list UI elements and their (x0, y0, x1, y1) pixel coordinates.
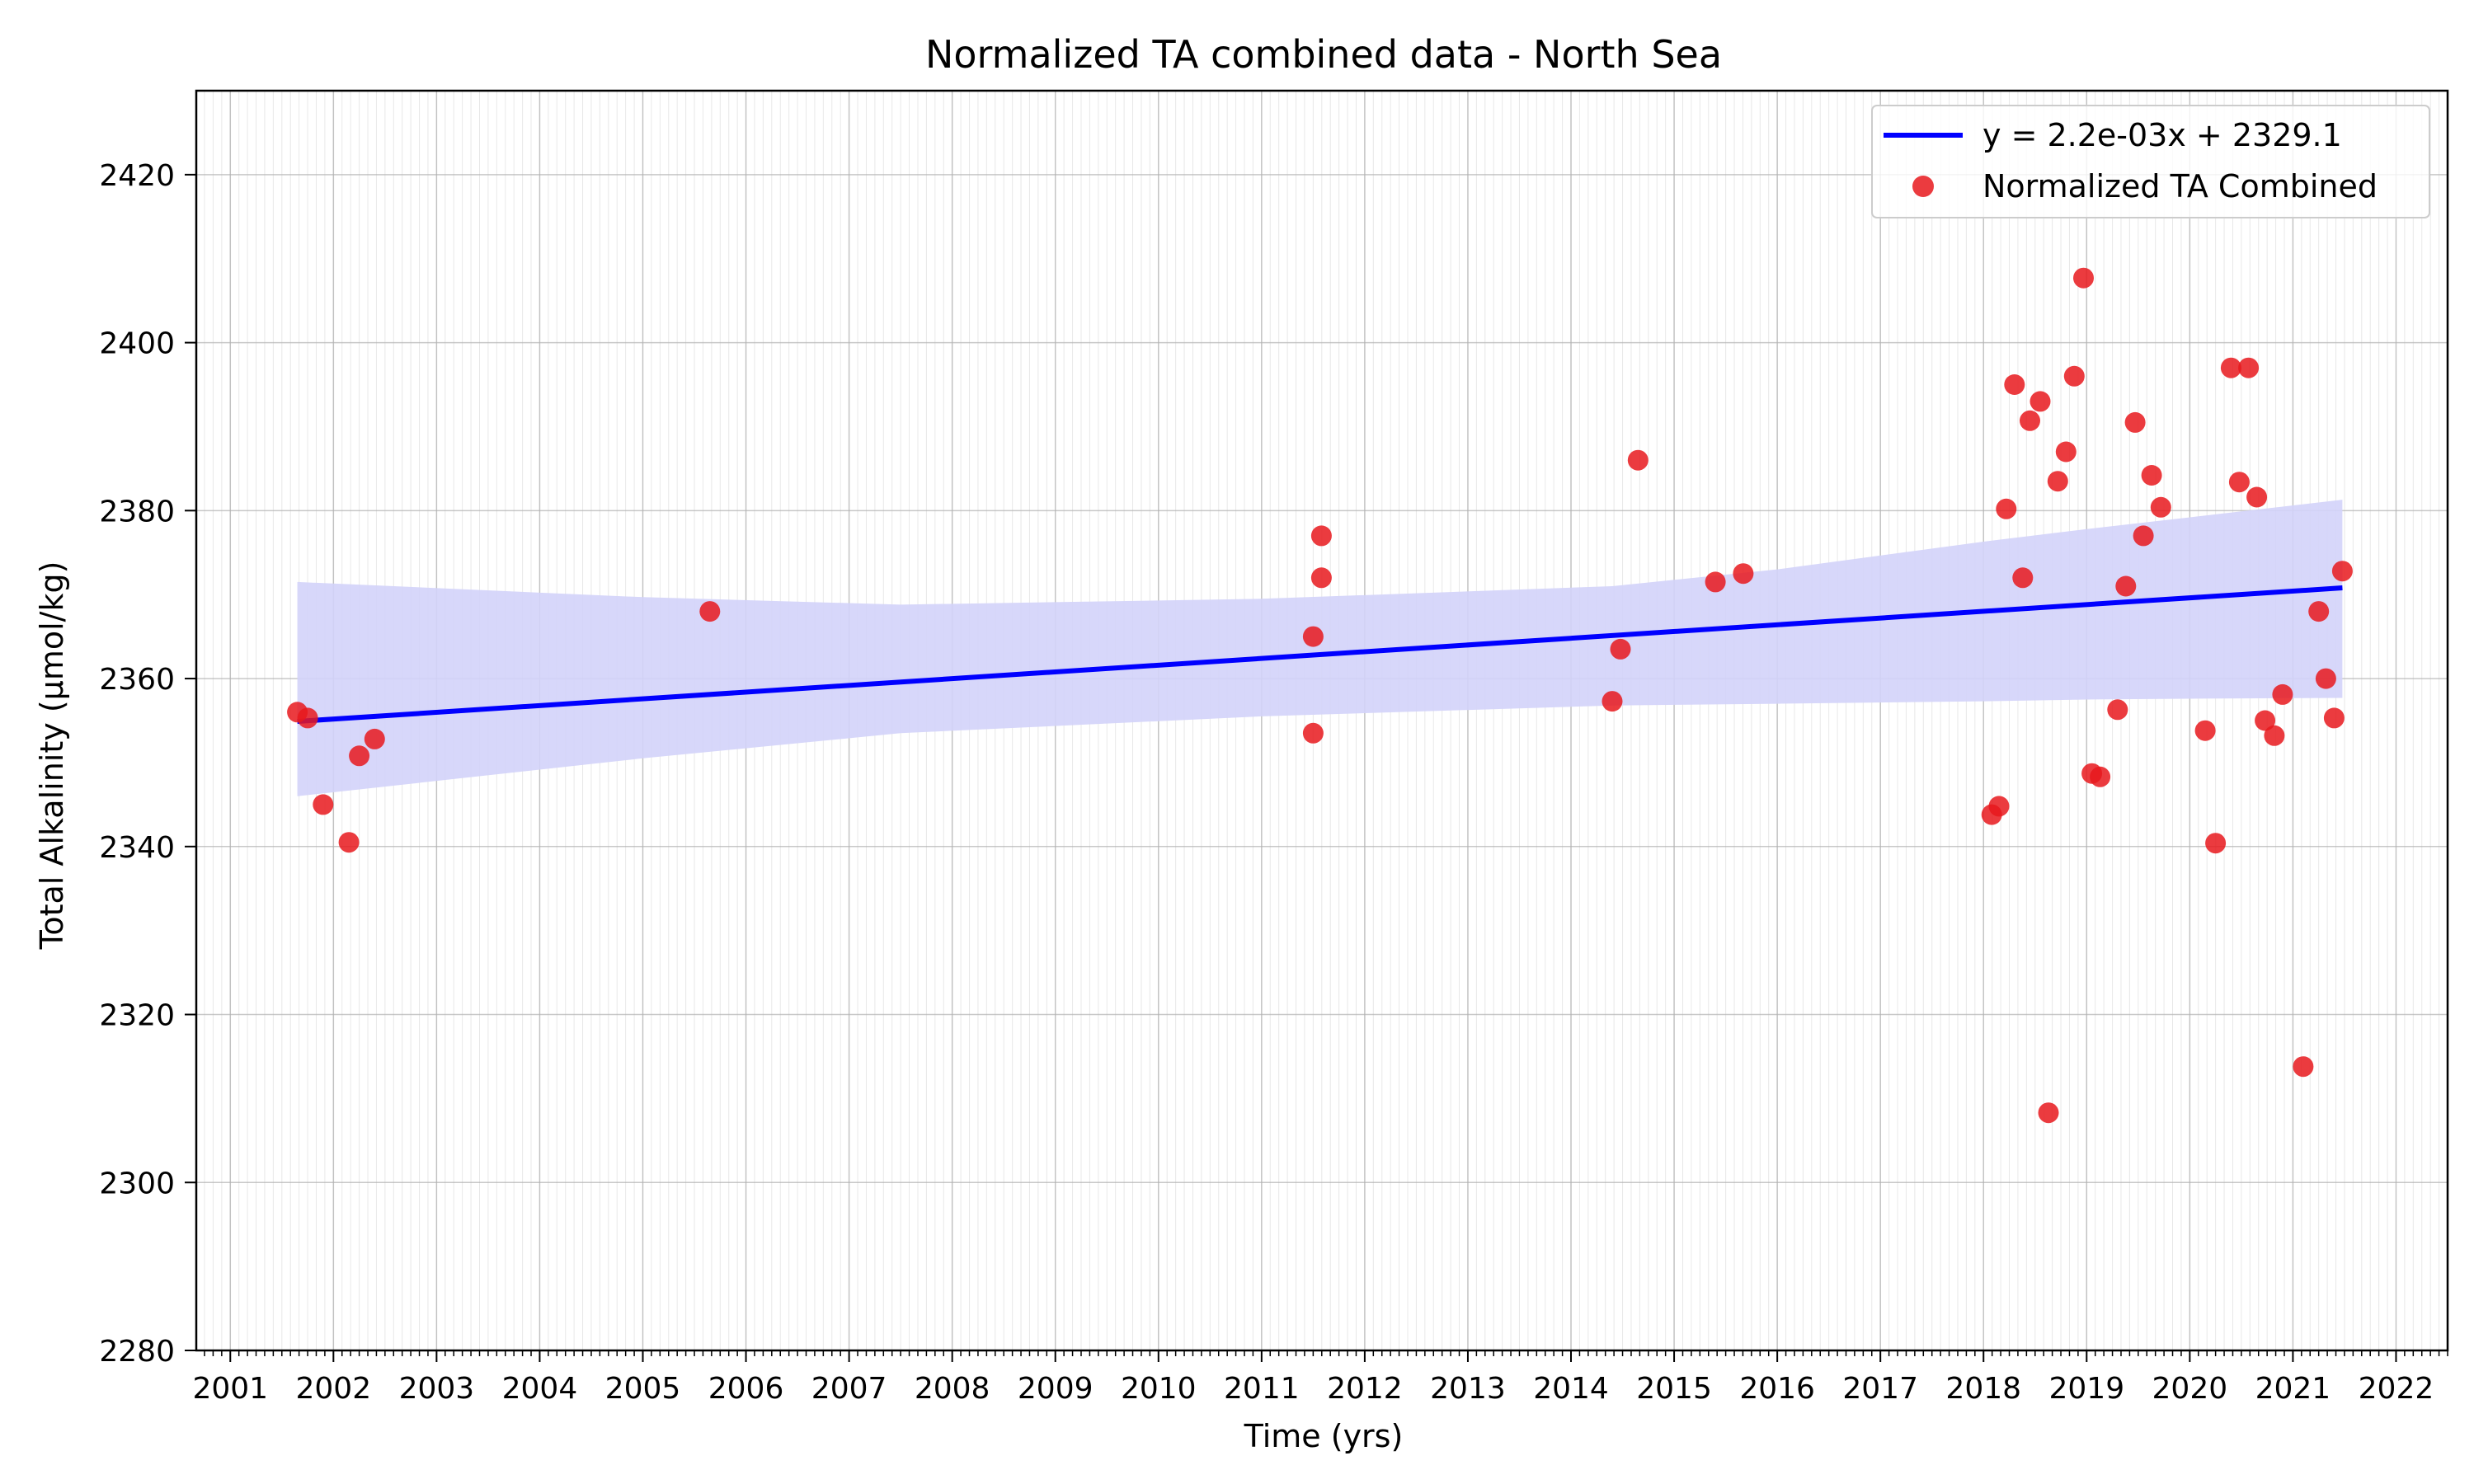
data-point (2331, 561, 2353, 582)
x-tick-label: 2004 (502, 1372, 578, 1406)
x-tick-label: 2010 (1121, 1372, 1197, 1406)
data-point (2150, 496, 2171, 518)
y-tick-label: 2360 (99, 663, 175, 697)
data-point (2063, 365, 2085, 387)
data-point (2012, 567, 2034, 589)
x-axis-label: Time (yrs) (1244, 1418, 1404, 1454)
x-tick-label: 2018 (1945, 1372, 2021, 1406)
x-tick-label: 2009 (1018, 1372, 1094, 1406)
x-tick-label: 2017 (1842, 1372, 1918, 1406)
data-point (297, 707, 318, 729)
legend: y = 2.2e-03x + 2329.1 Normalized TA Comb… (1871, 105, 2430, 218)
data-point (2205, 833, 2227, 854)
data-point (1610, 638, 1631, 660)
x-tick-label: 2006 (708, 1372, 784, 1406)
confidence-band (297, 500, 2343, 796)
x-tick-label: 2003 (399, 1372, 475, 1406)
data-point (1988, 796, 2010, 817)
scatter-points-layer (287, 267, 2353, 1124)
data-point (2030, 391, 2051, 412)
data-point (2315, 668, 2336, 689)
x-tick-label: 2020 (2152, 1372, 2228, 1406)
x-tick-label: 2014 (1533, 1372, 1609, 1406)
x-tick-label: 2013 (1430, 1372, 1506, 1406)
x-tick-label: 2021 (2255, 1372, 2331, 1406)
legend-point-swatch (1912, 176, 1934, 197)
data-point (1310, 567, 1332, 589)
x-tick-label: 2001 (192, 1372, 268, 1406)
data-point (699, 601, 721, 622)
data-point (2133, 525, 2154, 547)
x-tick-label: 2015 (1636, 1372, 1712, 1406)
data-point (1302, 722, 1324, 744)
chart-title: Normalized TA combined data - North Sea (925, 32, 1722, 77)
x-tick-label: 2005 (605, 1372, 681, 1406)
data-point (2272, 683, 2293, 705)
data-point (2194, 720, 2216, 741)
data-point (1996, 498, 2017, 519)
x-tick-label: 2022 (2359, 1372, 2434, 1406)
data-point (2004, 374, 2025, 395)
x-axis-ticks: 2001 2002 2003 2004 2005 2006 2007 2008 2009 2010… (192, 1350, 2448, 1406)
legend-line-label: y = 2.2e-03x + 2329.1 (1982, 117, 2342, 153)
data-point (338, 832, 360, 853)
data-point (2020, 410, 2040, 431)
data-point (1602, 691, 1623, 712)
data-point (1733, 563, 1754, 585)
data-point (2141, 465, 2162, 486)
x-tick-label: 2019 (2048, 1372, 2124, 1406)
x-tick-label: 2002 (296, 1372, 372, 1406)
y-tick-label: 2300 (99, 1167, 175, 1200)
data-point (2038, 1102, 2059, 1124)
data-point (313, 794, 334, 815)
y-tick-label: 2380 (99, 495, 175, 528)
data-point (1705, 571, 1726, 593)
legend-point-label: Normalized TA Combined (1982, 168, 2378, 204)
data-point (2264, 725, 2285, 746)
x-tick-label: 2012 (1327, 1372, 1403, 1406)
data-point (1310, 525, 1332, 547)
confidence-band-layer (297, 500, 2343, 796)
x-tick-label: 2011 (1224, 1372, 1300, 1406)
data-point (2228, 472, 2250, 493)
data-point (2238, 357, 2260, 378)
y-axis-label: Total Alkalinity (µmol/kg) (34, 561, 70, 951)
minor-grid (204, 91, 2448, 1350)
data-point (2055, 441, 2077, 463)
y-tick-label: 2340 (99, 831, 175, 865)
data-point (2255, 710, 2276, 731)
y-tick-label: 2400 (99, 327, 175, 361)
data-point (2293, 1056, 2314, 1078)
data-point (1627, 449, 1649, 471)
data-point (2124, 411, 2146, 433)
y-tick-label: 2280 (99, 1335, 175, 1369)
data-point (2220, 357, 2241, 378)
data-point (349, 745, 370, 767)
y-tick-label: 2420 (99, 159, 175, 193)
y-tick-label: 2320 (99, 999, 175, 1033)
y-axis-ticks: 2280 2300 2320 2340 2360 2380 2400 2420 (99, 159, 196, 1369)
data-point (2090, 766, 2111, 787)
data-point (2047, 471, 2068, 492)
data-point (2073, 267, 2094, 289)
data-point (1302, 626, 1324, 647)
data-point (2308, 601, 2330, 622)
x-tick-label: 2008 (915, 1372, 990, 1406)
regression-line-layer (297, 585, 2343, 725)
data-point (364, 728, 385, 749)
regression-line (297, 585, 2343, 725)
data-point (2323, 707, 2345, 729)
x-tick-label: 2016 (1739, 1372, 1815, 1406)
x-tick-label: 2007 (811, 1372, 887, 1406)
data-point (2115, 575, 2137, 597)
legend-box (1871, 105, 2430, 218)
data-point (2107, 699, 2128, 721)
data-point (2246, 486, 2268, 508)
